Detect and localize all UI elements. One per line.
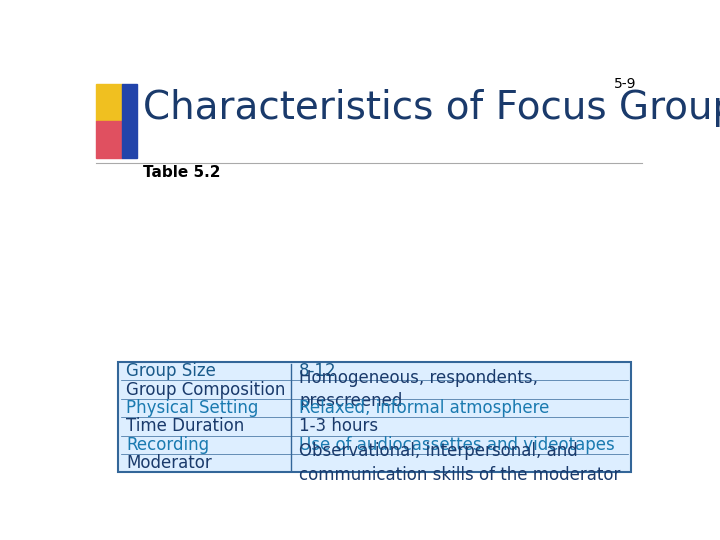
Bar	[96, 121, 122, 158]
Text: Relaxed, informal atmosphere: Relaxed, informal atmosphere	[300, 399, 549, 417]
Text: 8-12: 8-12	[300, 362, 337, 380]
Bar	[96, 84, 122, 121]
Text: Observational, interpersonal, and
communication skills of the moderator: Observational, interpersonal, and commun…	[300, 442, 621, 484]
Text: Table 5.2: Table 5.2	[143, 165, 220, 180]
Text: Group Size: Group Size	[126, 362, 216, 380]
Text: Time Duration: Time Duration	[126, 417, 245, 435]
Text: Physical Setting: Physical Setting	[126, 399, 258, 417]
Bar	[122, 84, 137, 158]
Text: 1-3 hours: 1-3 hours	[300, 417, 379, 435]
Text: Group Composition: Group Composition	[126, 381, 286, 399]
Text: Moderator: Moderator	[126, 454, 212, 472]
Text: Use of audiocassettes and videotapes: Use of audiocassettes and videotapes	[300, 436, 615, 454]
FancyBboxPatch shape	[118, 362, 631, 472]
Text: Recording: Recording	[126, 436, 210, 454]
Text: Characteristics of Focus Groups: Characteristics of Focus Groups	[143, 90, 720, 127]
Text: Homogeneous, respondents,
prescreened: Homogeneous, respondents, prescreened	[300, 369, 539, 410]
Text: 5-9: 5-9	[614, 77, 637, 91]
